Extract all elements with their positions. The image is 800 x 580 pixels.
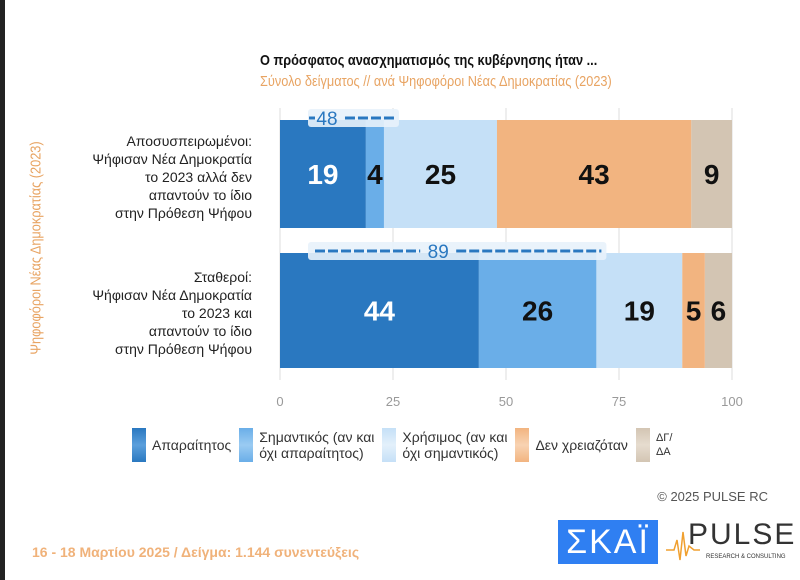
chart-title: Ο πρόσφατος ανασχηματισμός της κυβέρνηση… [260, 52, 598, 69]
legend-text: Δεν χρειαζόταν [535, 437, 628, 453]
bar-segment [280, 120, 366, 228]
legend-swatch [382, 428, 397, 462]
data-label: 9 [704, 159, 720, 190]
bar-segment [704, 253, 732, 368]
skai-logo: ΣΚΑΪ [558, 520, 658, 564]
window-edge [0, 0, 5, 580]
category-line: απαντούν το ίδιο [148, 323, 252, 339]
data-label: 44 [364, 296, 396, 327]
category-line: Σταθεροί: [193, 269, 252, 285]
legend-item: Δεν χρειαζόταν [515, 428, 628, 462]
bar-segment [478, 253, 597, 368]
category-label-0: Αποσυσπειρωμένοι: Ψήφισαν Νέα Δημοκρατία… [52, 132, 252, 222]
category-line: στην Πρόθεση Ψήφου [114, 341, 252, 357]
data-label: 26 [522, 296, 553, 327]
pulse-wave-icon [666, 531, 700, 561]
legend-item: Σημαντικός (αν και όχι απαραίτητος) [239, 428, 374, 462]
category-line: Ψήφισαν Νέα Δημοκρατία [92, 151, 252, 167]
chart-plot: 0 25 50 75 100 19 4 25 43 9 48 44 26 19 5 6 89 [276, 108, 743, 409]
legend-swatch [239, 428, 254, 462]
x-tick-label: 25 [386, 394, 400, 409]
category-line: στην Πρόθεση Ψήφου [114, 205, 252, 221]
chart-subtitle: Σύνολο δείγματος // ανά Ψηφοφόροι Νέας Δ… [260, 73, 612, 90]
category-line: Ψήφισαν Νέα Δημοκρατία [92, 287, 252, 303]
pulse-logo-text: PULSE [688, 518, 797, 551]
category-line: απαντούν το ίδιο [148, 187, 252, 203]
data-label: 5 [686, 296, 702, 327]
bar-segment [280, 253, 479, 368]
copyright: © 2025 PULSE RC [657, 489, 768, 504]
legend-item: Απαραίτητος [132, 428, 231, 462]
x-tick-label: 75 [612, 394, 626, 409]
x-tick-label: 100 [721, 394, 743, 409]
survey-dates: 16 - 18 Μαρτίου 2025 / Δείγμα: 1.144 συν… [32, 544, 360, 560]
legend-text: Σημαντικός (αν και [259, 429, 375, 445]
x-tick-label: 50 [499, 394, 513, 409]
bar-segment [365, 120, 384, 228]
category-line: Αποσυσπειρωμένοι: [126, 133, 252, 149]
legend-text: Απαραίτητος [152, 437, 232, 453]
pulse-logo: PULSE RESEARCH & CONSULTING [666, 516, 796, 566]
x-tick-label: 0 [276, 394, 283, 409]
bracket-total: 48 [316, 109, 337, 130]
legend-item: Χρήσιμος (αν και όχι σημαντικός) [382, 428, 507, 462]
legend-item: ΔΓ/ΔΑ [635, 428, 673, 462]
bar-segment [691, 120, 732, 228]
category-line: το 2023 και [181, 305, 252, 321]
legend-swatch [515, 428, 530, 462]
legend-text: ΔΓ/ [655, 432, 673, 444]
bar-segment [682, 253, 705, 368]
data-label: 25 [425, 159, 456, 190]
legend-swatch [132, 428, 146, 462]
legend-text: όχι σημαντικός) [402, 445, 499, 461]
legend-text: Χρήσιμος (αν και [402, 429, 508, 445]
category-line: το 2023 αλλά δεν [145, 169, 252, 185]
bar-segment [383, 120, 497, 228]
legend: Απαραίτητος Σημαντικός (αν και όχι απαραί… [132, 428, 672, 462]
data-label: 19 [307, 159, 338, 190]
bar-segment [596, 253, 683, 368]
data-label: 4 [367, 159, 383, 190]
legend-text: όχι απαραίτητος) [259, 445, 364, 461]
data-label: 43 [579, 159, 610, 190]
pulse-logo-sub: RESEARCH & CONSULTING [706, 554, 786, 560]
bar-segment [496, 120, 692, 228]
category-label-1: Σταθεροί: Ψήφισαν Νέα Δημοκρατία το 2023… [52, 268, 252, 358]
legend-text: ΔΑ [655, 446, 671, 458]
bracket-total: 89 [428, 242, 449, 263]
data-label: 19 [624, 296, 655, 327]
data-label: 6 [711, 296, 727, 327]
legend-swatch [635, 428, 650, 462]
